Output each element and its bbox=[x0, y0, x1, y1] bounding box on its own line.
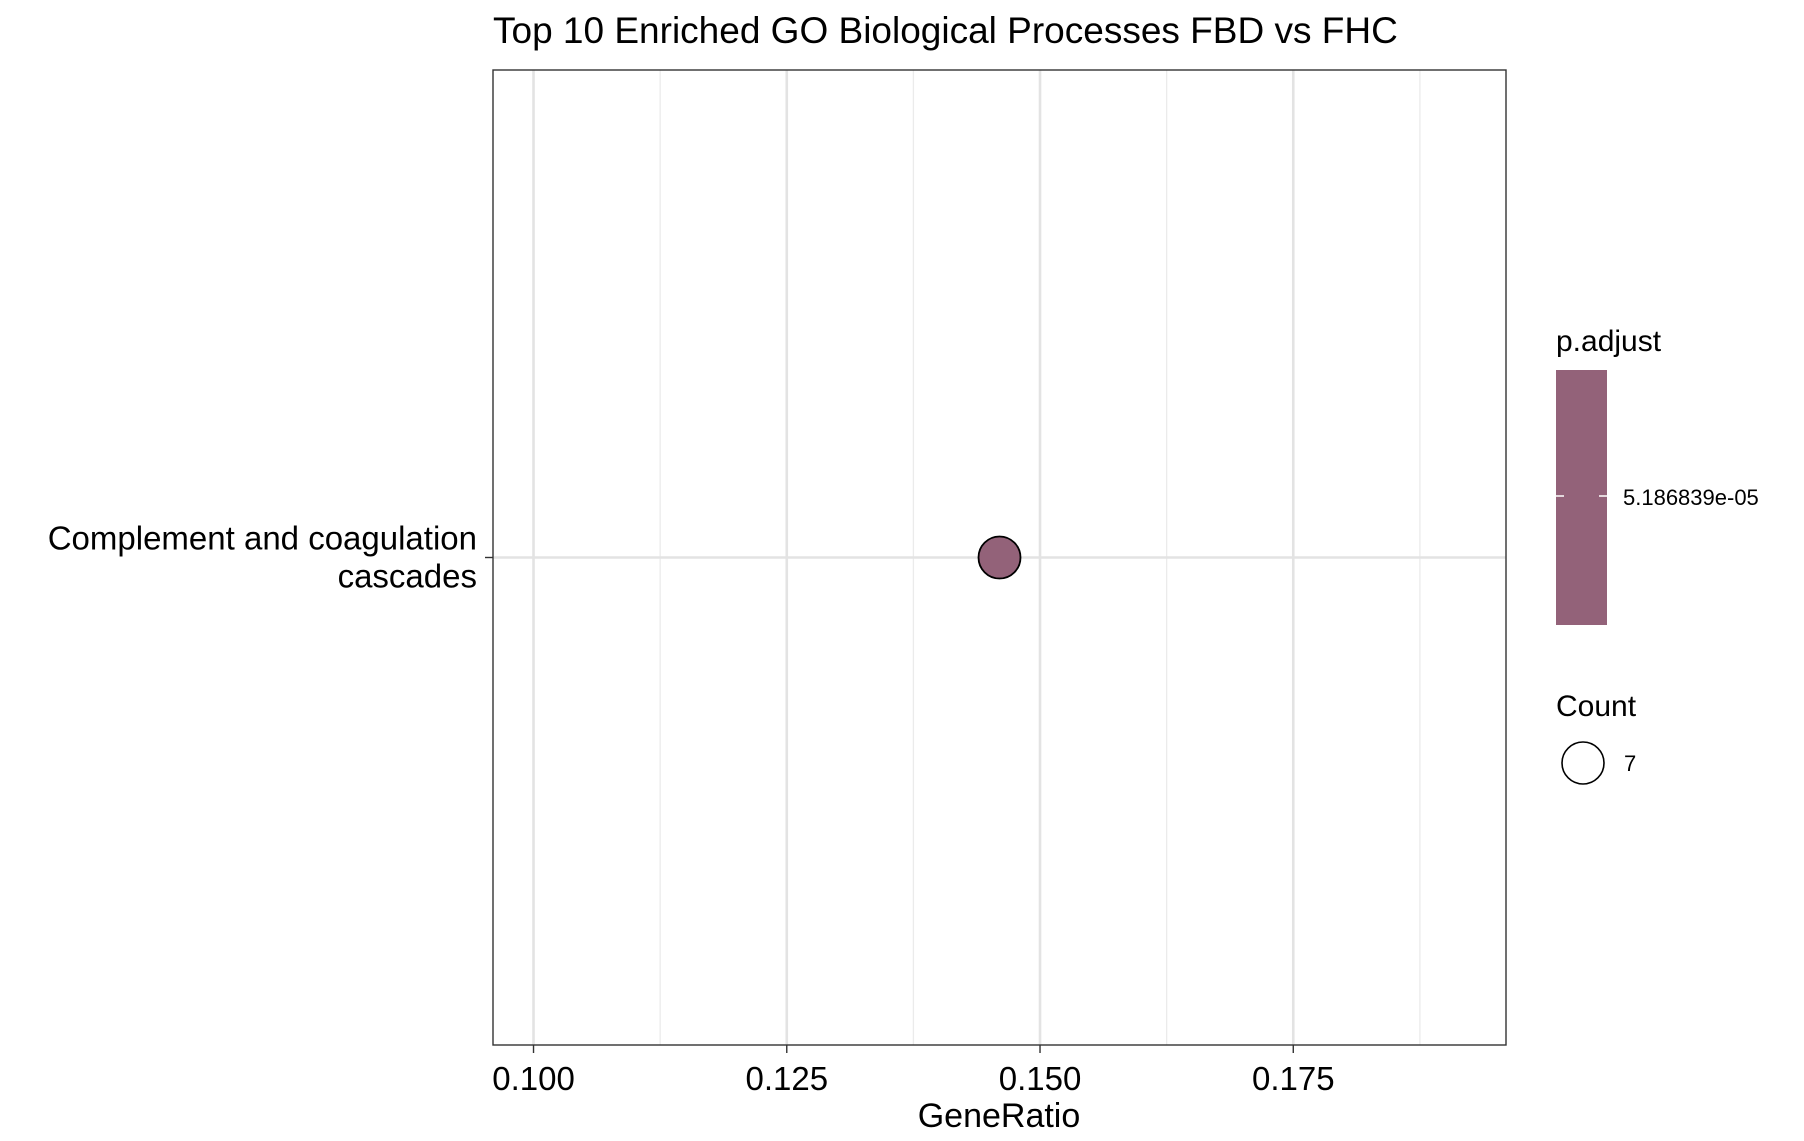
legend-color-title: p.adjust bbox=[1556, 325, 1662, 358]
x-tick-label: 0.125 bbox=[745, 1060, 828, 1097]
legend-size: Count 7 bbox=[1556, 690, 1637, 785]
data-point bbox=[977, 535, 1022, 580]
legend-size-title: Count bbox=[1556, 690, 1637, 723]
data-points bbox=[977, 535, 1022, 580]
y-category-label-line: Complement and coagulation bbox=[48, 520, 477, 557]
legend-size-label: 7 bbox=[1624, 751, 1636, 776]
y-category-label: Complement and coagulation cascades bbox=[48, 520, 477, 595]
x-axis-ticks: 0.100 0.125 0.150 0.175 bbox=[492, 1045, 1335, 1097]
chart-title: Top 10 Enriched GO Biological Processes … bbox=[493, 10, 1398, 51]
grid-lines bbox=[493, 70, 1506, 1045]
x-tick-label: 0.175 bbox=[1252, 1060, 1335, 1097]
legend-color-label: 5.186839e-05 bbox=[1623, 485, 1759, 510]
y-axis-categories: Complement and coagulation cascades bbox=[48, 520, 493, 595]
x-tick-label: 0.150 bbox=[999, 1060, 1082, 1097]
legend-size-key-circle bbox=[1561, 741, 1605, 785]
legend-color: p.adjust 5.186839e-05 bbox=[1556, 325, 1759, 625]
x-axis-label: GeneRatio bbox=[918, 1097, 1081, 1135]
y-category-label-line: cascades bbox=[338, 558, 477, 595]
legend-colorbar bbox=[1556, 370, 1607, 625]
x-tick-label: 0.100 bbox=[492, 1060, 575, 1097]
